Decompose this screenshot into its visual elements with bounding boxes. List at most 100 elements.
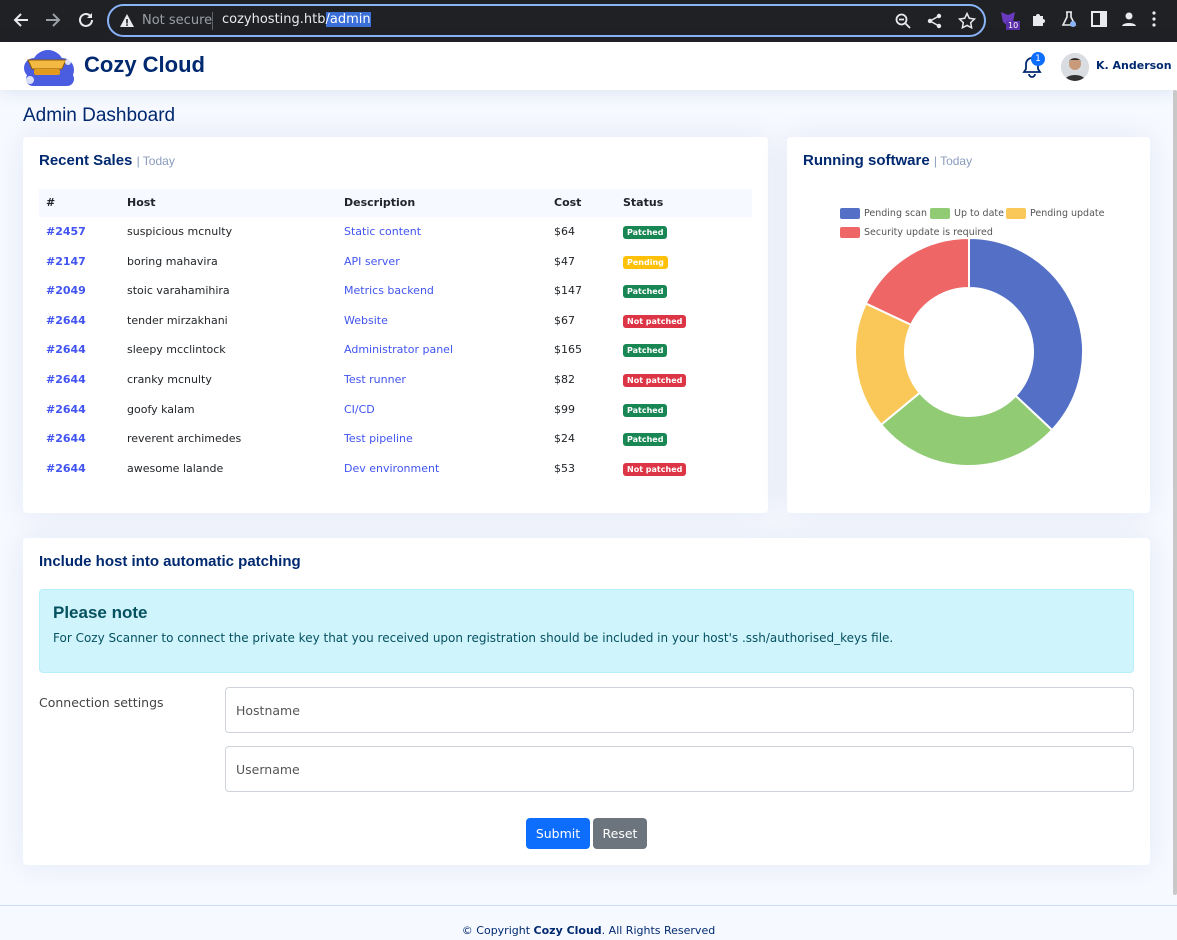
row-id[interactable]: #2644 bbox=[46, 461, 86, 475]
donut-slice[interactable] bbox=[864, 236, 970, 327]
row-cost: $47 bbox=[554, 254, 575, 268]
row-cost: $24 bbox=[554, 432, 575, 446]
brand-name[interactable]: Cozy Cloud bbox=[84, 52, 205, 77]
bookmark-star-icon[interactable] bbox=[957, 11, 977, 34]
table-row: #2147 boring mahavira API server $47 Pending bbox=[39, 247, 752, 277]
browser-menu-icon[interactable] bbox=[1150, 10, 1158, 32]
row-description[interactable]: API server bbox=[344, 254, 400, 268]
reset-button[interactable]: Reset bbox=[593, 818, 647, 849]
row-cost: $64 bbox=[554, 225, 575, 238]
donut-slice[interactable] bbox=[968, 236, 1084, 432]
table-row: #2644 goofy kalam CI/CD $99 Patched bbox=[39, 395, 752, 425]
running-software-title: Running software | Today bbox=[803, 152, 972, 169]
legend-swatch bbox=[930, 208, 950, 219]
status-badge: Patched bbox=[623, 433, 668, 447]
url-host: cozyhosting.htb bbox=[222, 12, 326, 27]
not-secure-label: Not secure bbox=[142, 13, 213, 28]
running-software-title-text: Running software bbox=[803, 152, 930, 169]
legend-label: Pending update bbox=[1030, 208, 1105, 219]
donut-slice[interactable] bbox=[879, 391, 1054, 467]
row-cost: $82 bbox=[554, 372, 575, 386]
col-id[interactable]: # bbox=[46, 196, 56, 209]
row-cost: $67 bbox=[554, 313, 575, 327]
row-host: reverent archimedes bbox=[127, 432, 242, 446]
row-host: stoic varahamihira bbox=[127, 284, 230, 298]
legend-label: Pending scan bbox=[864, 208, 928, 219]
profile-icon[interactable] bbox=[1120, 10, 1138, 32]
row-description[interactable]: Metrics backend bbox=[344, 284, 434, 298]
row-id[interactable]: #2644 bbox=[46, 402, 86, 416]
status-badge: Patched bbox=[623, 285, 668, 299]
address-bar[interactable]: Not secure cozyhosting.htb/admin bbox=[107, 4, 986, 37]
row-cost: $53 bbox=[554, 461, 575, 475]
col-description[interactable]: Description bbox=[344, 196, 416, 209]
row-description[interactable]: Website bbox=[344, 313, 388, 327]
table-row: #2644 tender mirzakhani Website $67 Not patc… bbox=[39, 306, 752, 336]
legend-item[interactable]: Pending update bbox=[1006, 208, 1104, 219]
zoom-icon[interactable] bbox=[894, 12, 912, 34]
submit-button[interactable]: Submit bbox=[526, 818, 590, 849]
status-badge: Not patched bbox=[623, 462, 687, 476]
legend-label: Up to date bbox=[954, 208, 1004, 219]
row-description[interactable]: Static content bbox=[344, 225, 422, 238]
patching-title: Include host into automatic patching bbox=[39, 553, 301, 570]
row-id[interactable]: #2644 bbox=[46, 372, 86, 386]
browser-toolbar: Not secure cozyhosting.htb/admin 10 bbox=[0, 0, 1177, 42]
row-id[interactable]: #2644 bbox=[46, 432, 86, 446]
warning-icon bbox=[119, 13, 135, 33]
col-host[interactable]: Host bbox=[127, 196, 156, 209]
reload-icon[interactable] bbox=[75, 9, 97, 31]
table-row: #2644 cranky mcnulty Test runner $82 Not pat… bbox=[39, 365, 752, 395]
row-host: goofy kalam bbox=[127, 402, 195, 416]
table-body: #2457 suspicious mcnulty Static content $64… bbox=[39, 217, 752, 483]
row-id[interactable]: #2147 bbox=[46, 254, 86, 268]
cozy-cloud-logo-icon[interactable] bbox=[20, 46, 76, 86]
hostname-input[interactable] bbox=[225, 687, 1134, 733]
page-scrollbar[interactable] bbox=[1173, 90, 1177, 895]
recent-sales-table: # Host Description Cost Status #2457 susp… bbox=[39, 189, 752, 483]
forward-icon[interactable] bbox=[42, 9, 64, 31]
row-description[interactable]: Administrator panel bbox=[344, 343, 454, 357]
legend-item[interactable]: Up to date bbox=[930, 208, 1004, 219]
row-id[interactable]: #2457 bbox=[46, 225, 86, 238]
back-icon[interactable] bbox=[10, 9, 32, 31]
app-header: Cozy Cloud bbox=[0, 42, 1177, 90]
share-icon[interactable] bbox=[926, 12, 944, 34]
legend-item[interactable]: Security update is required bbox=[840, 227, 993, 238]
extension-badge-count: 10 bbox=[1006, 21, 1021, 30]
row-host: tender mirzakhani bbox=[127, 313, 228, 327]
legend-item[interactable]: Pending scan bbox=[840, 208, 927, 219]
notification-badge: 1 bbox=[1031, 52, 1045, 66]
status-badge: Not patched bbox=[623, 314, 687, 328]
col-status[interactable]: Status bbox=[623, 196, 664, 209]
row-description[interactable]: CI/CD bbox=[344, 402, 375, 416]
footer-text: © Copyright Cozy Cloud. All Rights Reser… bbox=[0, 924, 1177, 937]
row-id[interactable]: #2049 bbox=[46, 284, 86, 298]
lab-flask-icon[interactable] bbox=[1060, 10, 1078, 32]
row-description[interactable]: Dev environment bbox=[344, 461, 440, 475]
software-donut-chart bbox=[854, 236, 1084, 467]
footer-brand: Cozy Cloud bbox=[533, 924, 602, 937]
row-description[interactable]: Test pipeline bbox=[344, 432, 413, 446]
row-cost: $99 bbox=[554, 402, 575, 416]
note-title: Please note bbox=[53, 603, 148, 622]
table-row: #2644 sleepy mcclintock Administrator pane… bbox=[39, 335, 752, 365]
footer-suffix: . All Rights Reserved bbox=[601, 924, 716, 937]
row-id[interactable]: #2644 bbox=[46, 313, 86, 327]
user-name[interactable]: K. Anderson bbox=[1096, 59, 1172, 72]
avatar[interactable] bbox=[1061, 53, 1089, 81]
extension-badge-icon[interactable]: 10 bbox=[998, 9, 1021, 33]
recent-sales-title: Recent Sales | Today bbox=[39, 152, 175, 169]
side-panel-icon[interactable] bbox=[1090, 10, 1108, 32]
row-host: awesome lalande bbox=[127, 461, 224, 475]
status-badge: Patched bbox=[623, 344, 668, 358]
legend-label: Security update is required bbox=[864, 227, 993, 238]
footer-prefix: © Copyright bbox=[461, 924, 534, 937]
running-software-subtitle: | Today bbox=[933, 154, 973, 168]
url-text[interactable]: cozyhosting.htb/admin bbox=[222, 12, 371, 27]
row-description[interactable]: Test runner bbox=[344, 372, 406, 386]
username-input[interactable] bbox=[225, 746, 1134, 792]
col-cost[interactable]: Cost bbox=[554, 196, 582, 209]
row-id[interactable]: #2644 bbox=[46, 343, 86, 357]
puzzle-icon[interactable] bbox=[1030, 10, 1048, 32]
